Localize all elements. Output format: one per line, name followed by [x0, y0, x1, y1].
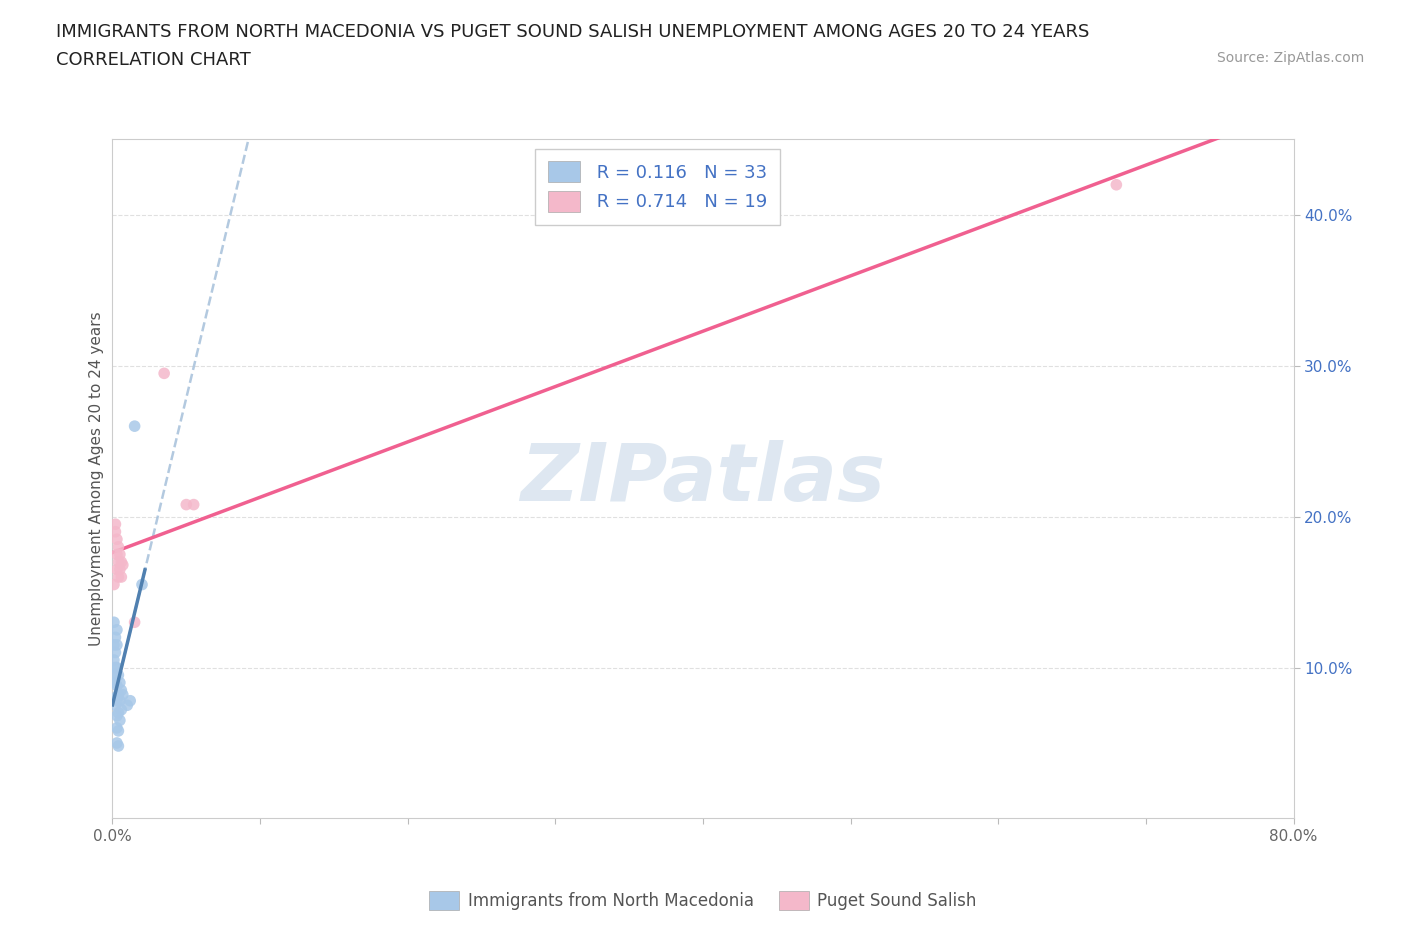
Point: [105, 660, 128, 675]
Point: [108, 693, 131, 708]
Text: IMMIGRANTS FROM NORTH MACEDONIA VS PUGET SOUND SALISH UNEMPLOYMENT AMONG AGES 20: IMMIGRANTS FROM NORTH MACEDONIA VS PUGET…: [56, 23, 1090, 41]
Point: [110, 702, 132, 717]
Point: [107, 569, 129, 584]
Point: [110, 554, 132, 569]
Point: [107, 668, 129, 683]
Text: Source: ZipAtlas.com: Source: ZipAtlas.com: [1216, 51, 1364, 65]
Point: [105, 547, 128, 562]
Text: ZIPatlas: ZIPatlas: [520, 440, 886, 518]
Point: [108, 547, 131, 562]
Point: [105, 736, 128, 751]
Point: [107, 554, 129, 569]
Point: [105, 693, 128, 708]
Legend:  R = 0.116   N = 33,  R = 0.714   N = 19: R = 0.116 N = 33, R = 0.714 N = 19: [534, 149, 780, 224]
Point: [107, 724, 129, 738]
Point: [105, 562, 128, 577]
Point: [1105, 178, 1128, 193]
Point: [103, 668, 125, 683]
Point: [107, 705, 129, 720]
Point: [110, 569, 132, 584]
Point: [104, 517, 127, 532]
Point: [107, 539, 129, 554]
Point: [117, 698, 138, 712]
Point: [104, 690, 127, 705]
Point: [108, 713, 131, 728]
Point: [105, 622, 128, 637]
Point: [131, 578, 153, 592]
Point: [104, 698, 127, 712]
Point: [103, 615, 125, 630]
Point: [111, 557, 134, 572]
Point: [108, 675, 131, 690]
Point: [104, 525, 127, 539]
Point: [104, 675, 127, 690]
Point: [105, 678, 128, 693]
Point: [104, 645, 127, 660]
Y-axis label: Unemployment Among Ages 20 to 24 years: Unemployment Among Ages 20 to 24 years: [89, 312, 104, 646]
Point: [103, 637, 125, 652]
Point: [124, 615, 146, 630]
Point: [107, 687, 129, 702]
Point: [105, 637, 128, 652]
Point: [105, 721, 128, 736]
Point: [105, 532, 128, 547]
Point: [105, 709, 128, 724]
Point: [104, 660, 127, 675]
Point: [183, 498, 205, 512]
Point: [107, 738, 129, 753]
Point: [110, 683, 132, 698]
Point: [120, 693, 142, 708]
Point: [111, 687, 134, 702]
Text: CORRELATION CHART: CORRELATION CHART: [56, 51, 252, 69]
Point: [108, 562, 131, 577]
Legend: Immigrants from North Macedonia, Puget Sound Salish: Immigrants from North Macedonia, Puget S…: [423, 884, 983, 917]
Point: [153, 365, 176, 380]
Point: [174, 498, 197, 512]
Point: [104, 630, 127, 644]
Point: [103, 578, 125, 592]
Point: [124, 418, 146, 433]
Point: [103, 653, 125, 668]
